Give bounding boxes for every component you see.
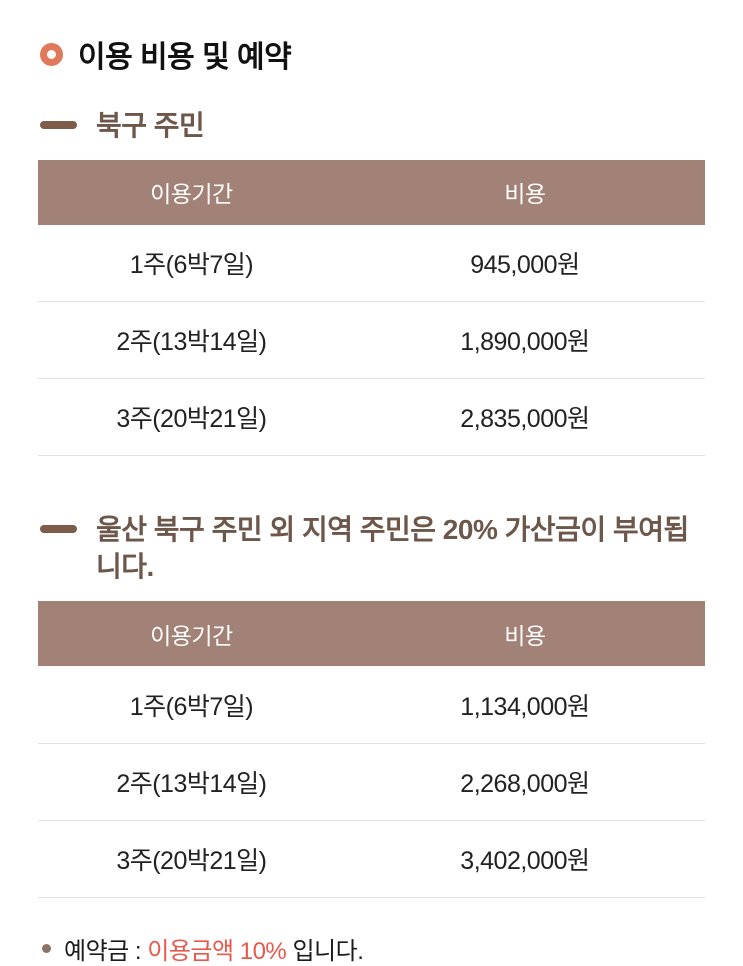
cost-cell: 1,890,000원 — [344, 301, 705, 380]
col-header-cost: 비용 — [344, 159, 705, 225]
fee-table-bukgu: 이용기간 비용 1주(6박7일) 945,000원 2주(13박14일) 1,8… — [38, 159, 705, 457]
period-cell: 2주(13박14일) — [38, 743, 345, 821]
table-header-row: 이용기간 비용 — [38, 601, 705, 667]
section-heading-surcharge: 울산 북구 주민 외 지역 주민은 20% 가산금이 부여됩니다. — [40, 512, 705, 586]
period-cell: 2주(13박14일) — [38, 301, 345, 380]
cost-cell: 2,835,000원 — [344, 378, 705, 457]
cost-cell: 2,268,000원 — [344, 743, 705, 821]
table-row: 3주(20박21일) 2,835,000원 — [38, 378, 705, 457]
fee-table-surcharge: 이용기간 비용 1주(6박7일) 1,134,000원 2주(13박14일) 2… — [38, 601, 705, 898]
cost-cell: 945,000원 — [344, 224, 705, 303]
cost-cell: 3,402,000원 — [344, 820, 705, 898]
col-header-period: 이용기간 — [38, 601, 345, 667]
ring-bullet-icon — [40, 42, 63, 66]
section-title: 울산 북구 주민 외 지역 주민은 20% 가산금이 부여됩니다. — [96, 514, 689, 583]
note-prefix: 예약금 : — [64, 937, 148, 965]
table-row: 2주(13박14일) 2,268,000원 — [38, 743, 705, 821]
page-header: 이용 비용 및 예약 — [40, 32, 705, 76]
period-cell: 3주(20박21일) — [38, 378, 345, 457]
section-bukgu-resident: 북구 주민 이용기간 비용 1주(6박7일) 945,000원 2주(13박14… — [38, 108, 705, 457]
bullet-dot-icon — [42, 943, 51, 953]
dash-icon — [40, 121, 77, 129]
section-gap — [38, 456, 705, 512]
section-heading-bukgu: 북구 주민 — [40, 108, 705, 145]
table-row: 3주(20박21일) 3,402,000원 — [38, 820, 705, 898]
note-text: 예약금 : 이용금액 10% 입니다. — [64, 931, 364, 966]
note-highlight: 이용금액 10% — [147, 937, 287, 965]
period-cell: 3주(20박21일) — [38, 820, 345, 898]
period-cell: 1주(6박7일) — [38, 224, 345, 303]
col-header-period: 이용기간 — [38, 159, 345, 225]
page-title: 이용 비용 및 예약 — [78, 41, 292, 74]
section-surcharge: 울산 북구 주민 외 지역 주민은 20% 가산금이 부여됩니다. 이용기간 비… — [38, 512, 705, 898]
dash-icon — [40, 525, 77, 534]
table-header-row: 이용기간 비용 — [38, 159, 705, 225]
note-suffix: 입니다. — [286, 937, 364, 965]
cost-cell: 1,134,000원 — [344, 666, 705, 744]
period-cell: 1주(6박7일) — [38, 666, 345, 744]
table-row: 2주(13박14일) 1,890,000원 — [38, 301, 705, 380]
table-row: 1주(6박7일) 945,000원 — [38, 224, 705, 303]
deposit-note: 예약금 : 이용금액 10% 입니다. — [42, 931, 705, 966]
section-title: 북구 주민 — [96, 110, 205, 141]
col-header-cost: 비용 — [344, 601, 705, 667]
table-row: 1주(6박7일) 1,134,000원 — [38, 666, 705, 744]
